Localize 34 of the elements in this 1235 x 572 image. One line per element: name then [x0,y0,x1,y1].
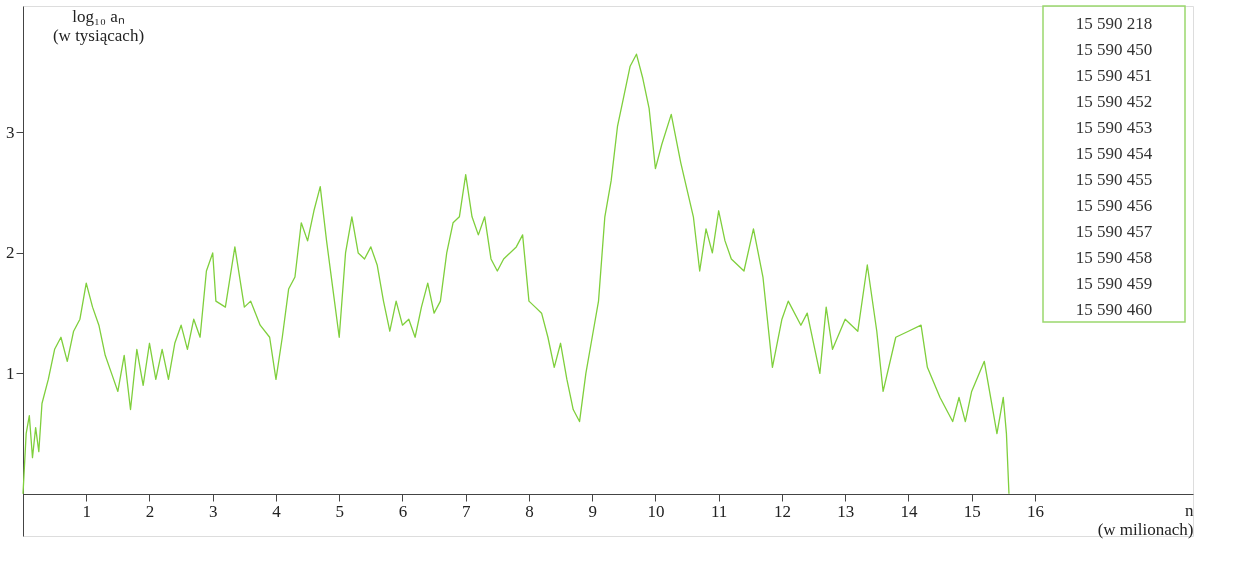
x-tick-label: 13 [837,501,855,521]
y-tick-label: 2 [6,243,15,263]
annotation: 15 590 460 [1075,300,1153,320]
annotation: 15 590 452 [1075,92,1153,112]
annotation: 15 590 453 [1075,118,1153,138]
x-tick-label: 8 [525,501,534,521]
annotation: 15 590 458 [1075,248,1153,268]
x-tick-label: 1 [82,501,91,521]
x-tick-label: 5 [335,501,344,521]
annotation: 15 590 456 [1075,196,1153,216]
annotation: 15 590 457 [1075,222,1153,242]
x-tick-label: 2 [145,501,155,521]
x-tick-label: 3 [208,501,218,521]
y-axis-title: log₁₀ aₙ (w tysiącach) [52,6,145,45]
x-tick-label: 15 [963,501,981,521]
x-tick-label: 9 [588,501,597,521]
x-tick-label: 4 [272,501,282,521]
x-tick-label: 10 [647,501,665,521]
x-tick-label: 7 [461,501,471,521]
annotation: 15 590 451 [1075,66,1153,86]
x-tick-label: 16 [1026,501,1044,521]
annotation: 15 590 454 [1075,144,1153,164]
x-tick-label: 12 [773,501,791,521]
annotation: 15 590 455 [1075,170,1153,190]
y-tick-label: 3 [6,122,15,142]
annotation: 15 590 218 [1075,14,1153,34]
y-tick-label: 1 [6,363,15,383]
x-tick-label: 14 [900,501,918,521]
line-series [22,53,1010,495]
x-tick-label: 6 [398,501,408,521]
x-axis-title: n (w milionach) [1097,500,1194,539]
x-tick-label: 11 [710,501,728,521]
annotation: 15 590 450 [1075,40,1153,60]
annotation: 15 590 459 [1075,274,1153,294]
